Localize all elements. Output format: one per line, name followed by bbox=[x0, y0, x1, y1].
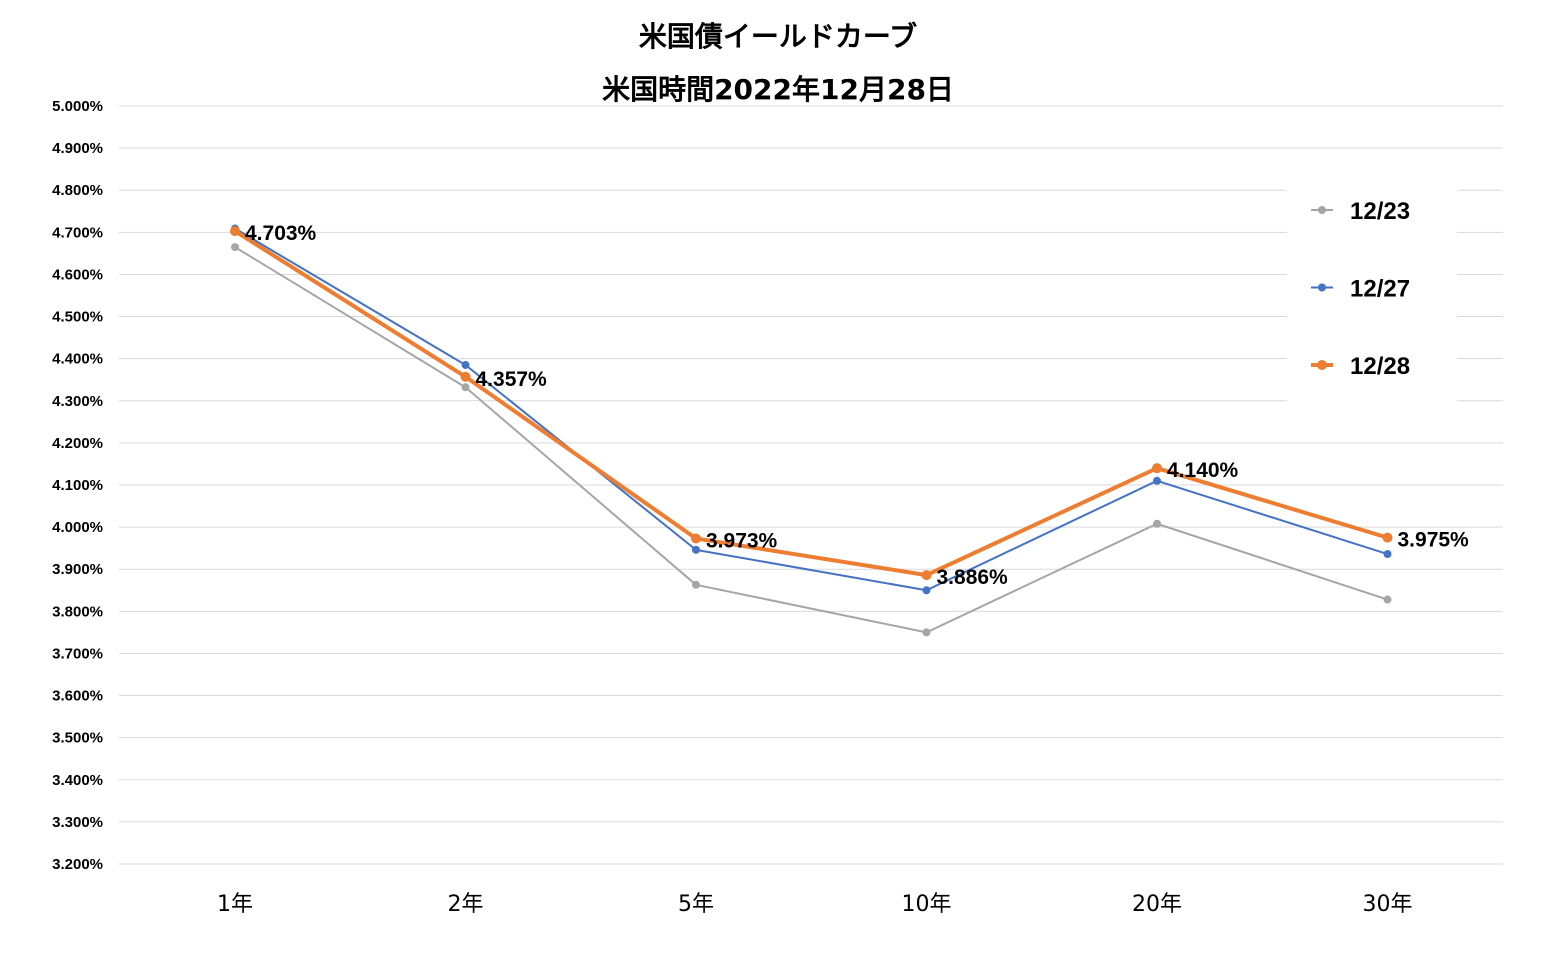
data-point bbox=[1153, 519, 1161, 528]
data-label: 4.703% bbox=[245, 222, 317, 245]
legend-label: 12/27 bbox=[1350, 276, 1410, 303]
y-tick-label: 4.100% bbox=[52, 477, 103, 494]
y-axis: 5.000% 4.900% 4.800% 4.700% 4.600% 4.500% 4.40… bbox=[52, 98, 103, 873]
data-point bbox=[692, 545, 700, 554]
series-line-12-23 bbox=[234, 246, 1388, 634]
data-label: 3.973% bbox=[706, 529, 778, 552]
series-line-12-28 bbox=[233, 229, 1389, 578]
data-label: 3.975% bbox=[1398, 529, 1470, 552]
series-lines bbox=[230, 224, 1393, 637]
y-tick-label: 4.400% bbox=[52, 351, 103, 368]
data-point bbox=[230, 226, 240, 237]
data-labels: 4.703% 4.357% 3.973% 3.886% 4.140% 3.975% bbox=[245, 222, 1469, 589]
y-tick-label: 4.800% bbox=[52, 182, 103, 199]
legend-label: 12/23 bbox=[1350, 198, 1410, 225]
x-tick-label: 10年 bbox=[902, 892, 952, 917]
y-tick-label: 5.000% bbox=[52, 98, 103, 115]
data-point bbox=[1382, 532, 1393, 543]
y-tick-label: 3.600% bbox=[52, 688, 103, 705]
chart-subtitle: 米国時間2022年12月28日 bbox=[602, 73, 954, 106]
y-tick-label: 3.300% bbox=[52, 814, 103, 831]
x-tick-label: 2年 bbox=[448, 892, 484, 917]
x-tick-label: 30年 bbox=[1363, 892, 1413, 917]
x-tick-label: 20年 bbox=[1132, 892, 1182, 917]
data-point bbox=[1152, 463, 1162, 474]
data-point bbox=[1153, 476, 1161, 485]
y-tick-label: 3.500% bbox=[52, 730, 103, 747]
legend-swatch-marker bbox=[1318, 283, 1326, 292]
legend-swatch-marker bbox=[1317, 360, 1327, 370]
data-point bbox=[922, 586, 931, 595]
x-tick-label: 5年 bbox=[678, 892, 714, 917]
y-tick-label: 3.700% bbox=[52, 645, 103, 662]
data-point bbox=[231, 243, 239, 252]
data-point bbox=[691, 533, 701, 544]
y-tick-label: 4.600% bbox=[52, 266, 103, 283]
data-point bbox=[692, 580, 700, 589]
data-point bbox=[1383, 550, 1392, 559]
series-line-12-27 bbox=[234, 227, 1388, 592]
x-axis: 1年 2年 5年 10年 20年 30年 bbox=[217, 892, 1413, 917]
y-tick-label: 3.800% bbox=[52, 603, 103, 620]
y-tick-label: 3.200% bbox=[52, 856, 103, 873]
data-label: 3.886% bbox=[937, 566, 1009, 589]
y-tick-label: 4.500% bbox=[52, 309, 103, 326]
data-label: 4.140% bbox=[1167, 459, 1239, 482]
legend-label: 12/28 bbox=[1350, 353, 1410, 380]
data-point bbox=[1383, 595, 1392, 604]
y-tick-label: 4.000% bbox=[52, 519, 103, 536]
y-tick-label: 3.900% bbox=[52, 561, 103, 578]
chart-title: 米国債イールドカーブ bbox=[639, 20, 917, 53]
y-tick-label: 3.400% bbox=[52, 772, 103, 789]
data-label: 4.357% bbox=[476, 368, 548, 391]
y-tick-label: 4.700% bbox=[52, 224, 103, 241]
y-tick-label: 4.200% bbox=[52, 435, 103, 452]
legend: 12/23 12/27 12/28 bbox=[1287, 176, 1457, 404]
data-point bbox=[461, 383, 470, 392]
data-point bbox=[921, 570, 932, 581]
data-point bbox=[922, 628, 931, 637]
data-point bbox=[460, 371, 471, 382]
legend-swatch-marker bbox=[1318, 206, 1326, 214]
y-tick-label: 4.900% bbox=[52, 140, 103, 157]
data-point bbox=[461, 360, 470, 369]
x-tick-label: 1年 bbox=[217, 892, 253, 917]
y-tick-label: 4.300% bbox=[52, 393, 103, 410]
